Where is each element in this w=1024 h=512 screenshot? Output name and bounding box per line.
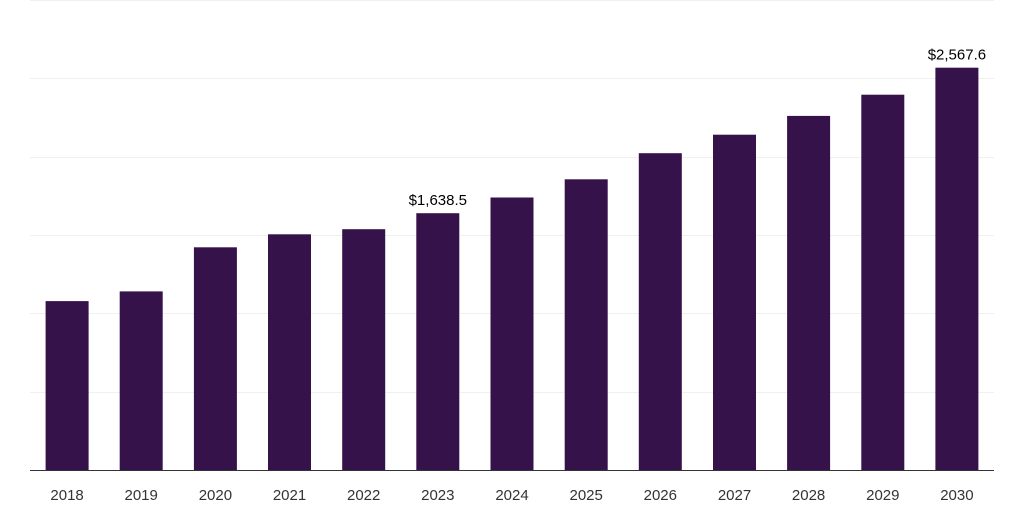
bar-2030 bbox=[935, 67, 979, 470]
x-tick-label-2026: 2026 bbox=[644, 487, 677, 504]
bar-2018 bbox=[45, 301, 89, 470]
bar-2019 bbox=[119, 291, 163, 470]
x-tick-label-2025: 2025 bbox=[570, 487, 603, 504]
bar-2026 bbox=[638, 153, 682, 470]
x-tick-label-2028: 2028 bbox=[792, 487, 825, 504]
x-axis-tick-labels: 2018 2019 2020 2021 2022 2023 2024 2025 2026 2027… bbox=[50, 487, 973, 504]
x-tick-label-2022: 2022 bbox=[347, 487, 380, 504]
x-tick-label-2030: 2030 bbox=[940, 487, 973, 504]
x-tick-label-2029: 2029 bbox=[866, 487, 899, 504]
data-labels: $1,638.5 $2,567.6 bbox=[409, 47, 986, 209]
x-tick-label-2019: 2019 bbox=[125, 487, 158, 504]
bar-2028 bbox=[787, 115, 831, 471]
bar-2022 bbox=[342, 229, 386, 470]
x-tick-label-2020: 2020 bbox=[199, 487, 232, 504]
bar-2025 bbox=[564, 179, 608, 471]
bar-2023 bbox=[416, 213, 460, 470]
bar-2027 bbox=[713, 134, 756, 470]
x-tick-label-2018: 2018 bbox=[50, 487, 83, 504]
data-label-2030: $2,567.6 bbox=[928, 47, 986, 64]
bar-2029 bbox=[861, 94, 905, 470]
data-label-2023: $1,638.5 bbox=[409, 192, 467, 209]
bar-2024 bbox=[490, 197, 534, 470]
bar-2021 bbox=[268, 234, 311, 470]
x-tick-label-2023: 2023 bbox=[421, 487, 454, 504]
x-tick-label-2024: 2024 bbox=[495, 487, 528, 504]
bars bbox=[45, 67, 979, 471]
bar-2020 bbox=[193, 247, 237, 470]
x-tick-label-2027: 2027 bbox=[718, 487, 751, 504]
x-tick-label-2021: 2021 bbox=[273, 487, 306, 504]
